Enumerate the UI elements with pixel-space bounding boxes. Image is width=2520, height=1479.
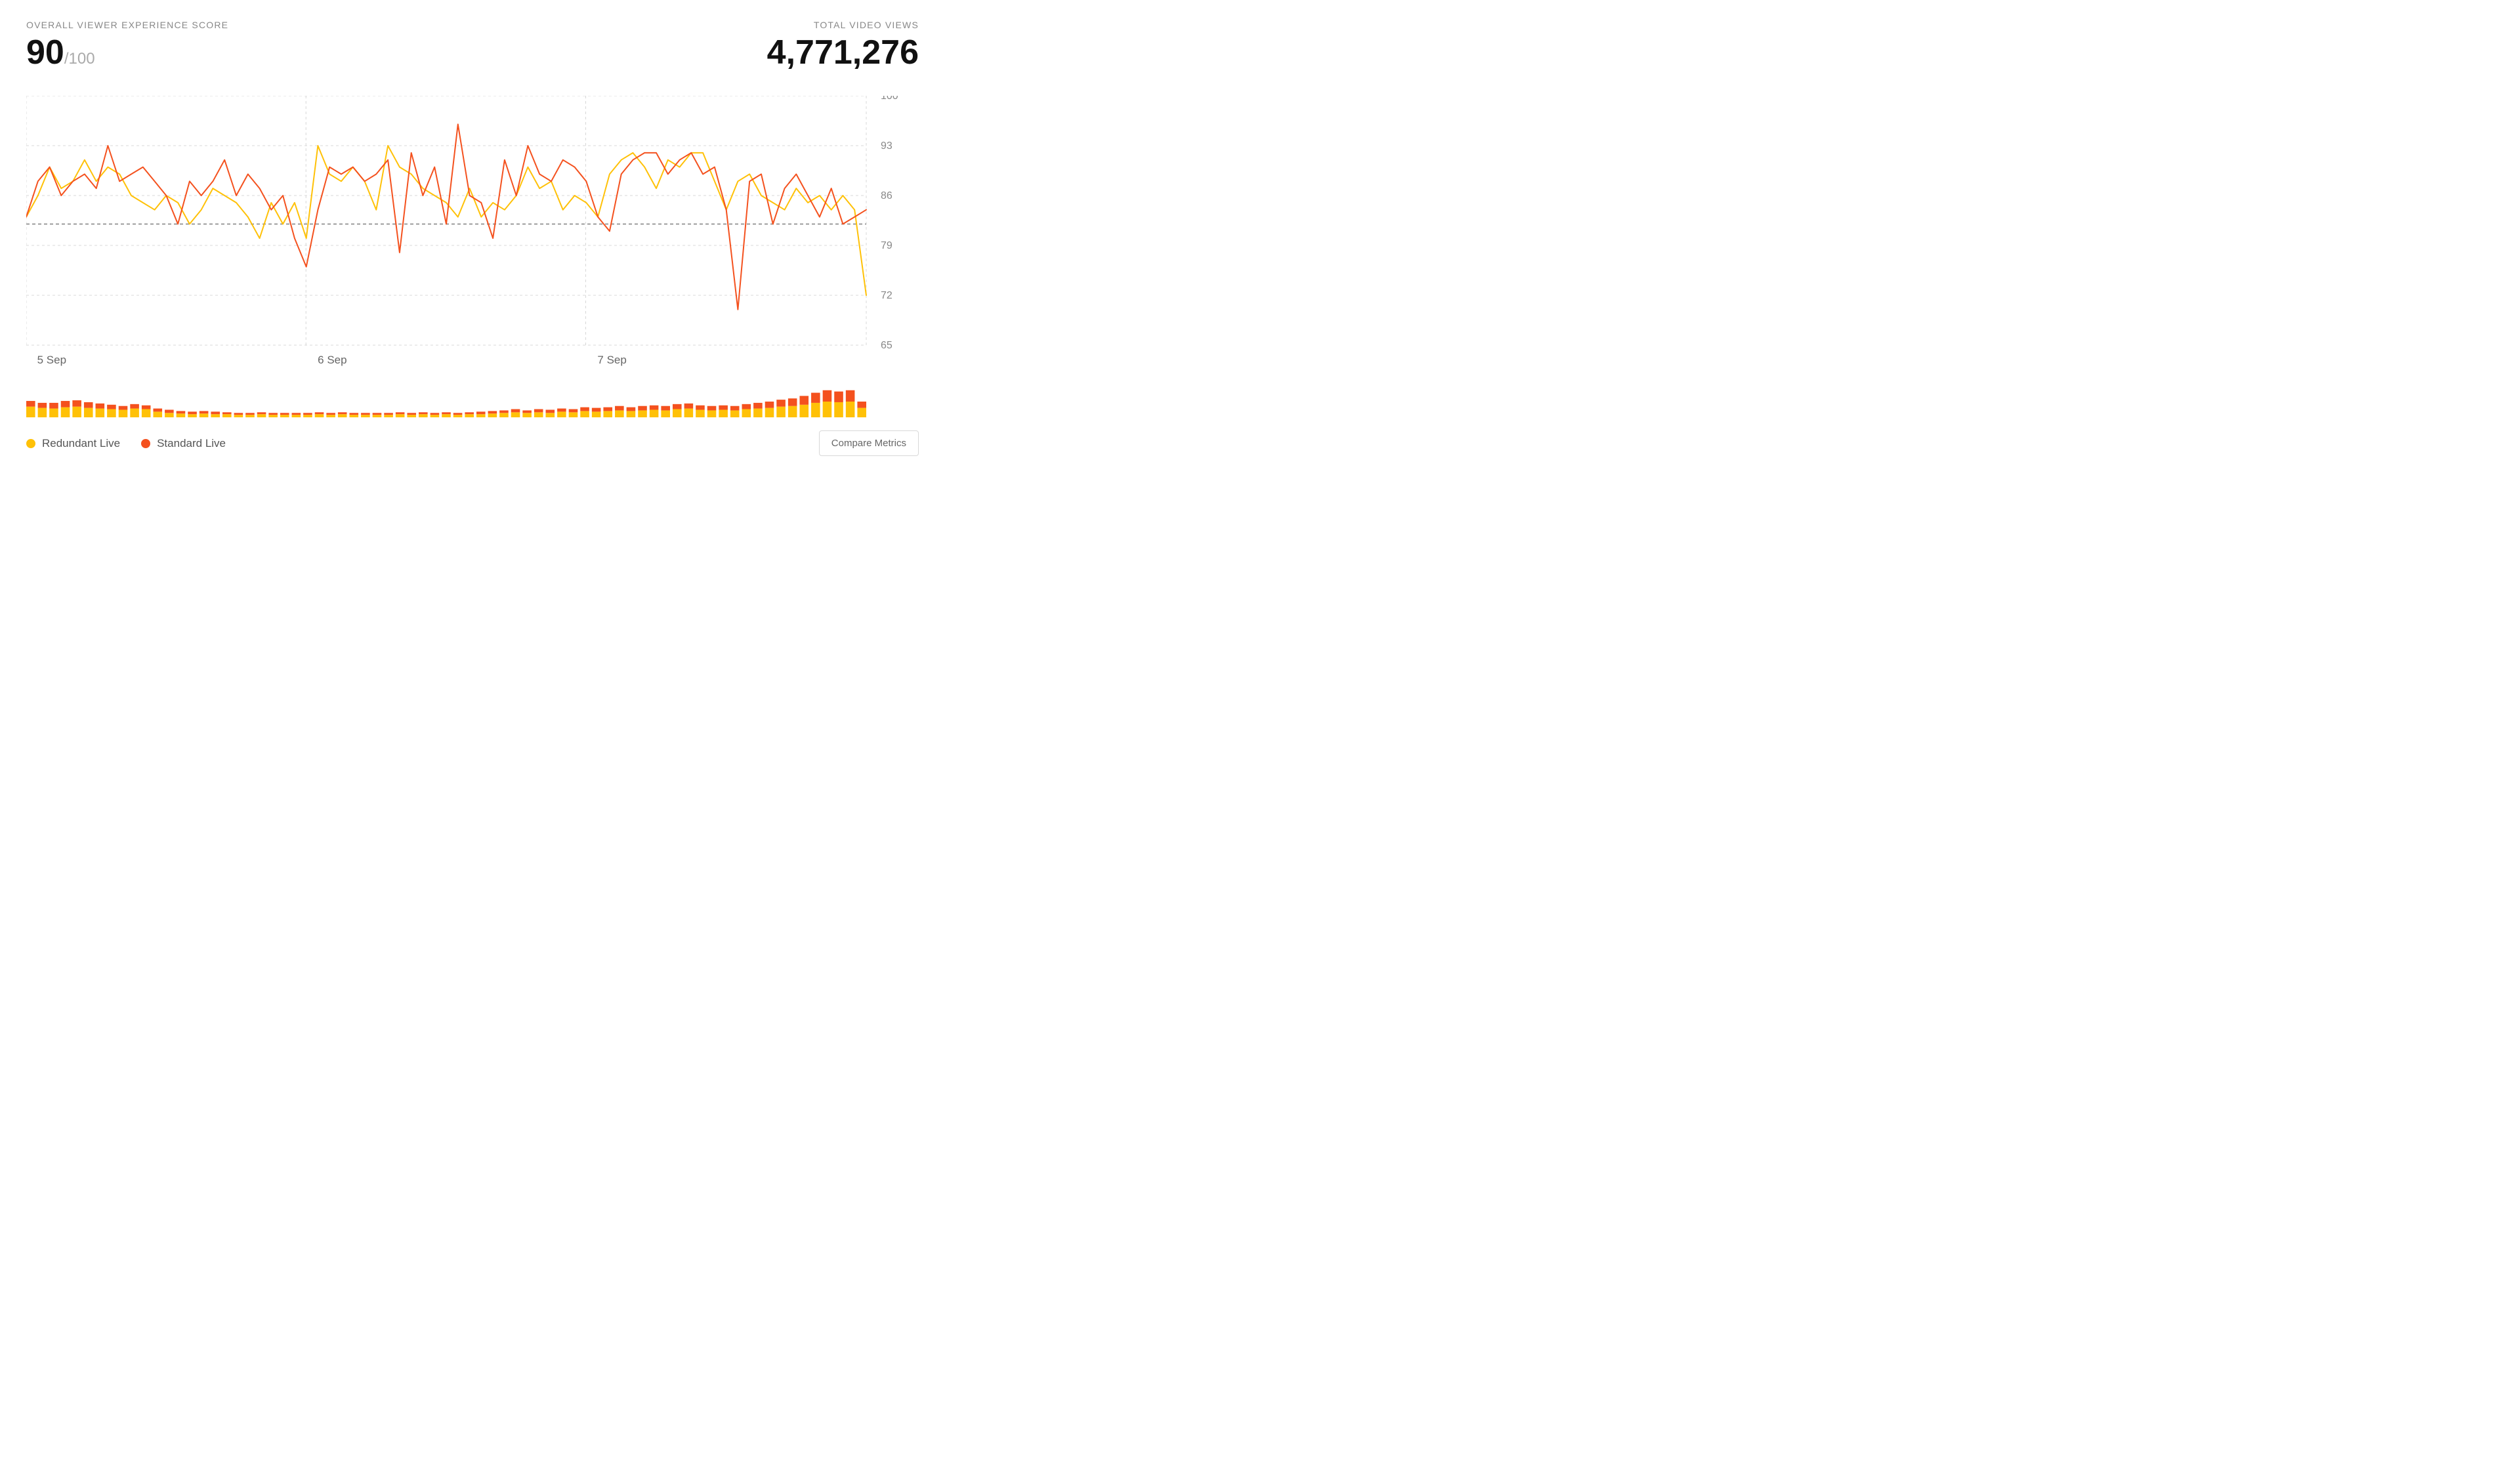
legend-dot-standard-icon	[141, 439, 150, 448]
footer-row: Redundant Live Standard Live Compare Met…	[26, 430, 919, 456]
legend-label-redundant: Redundant Live	[42, 437, 120, 450]
score-block: OVERALL VIEWER EXPERIENCE SCORE 90/100	[26, 20, 228, 70]
svg-text:7 Sep: 7 Sep	[597, 354, 626, 366]
legend-item-redundant[interactable]: Redundant Live	[26, 437, 120, 450]
score-suffix: /100	[64, 50, 95, 68]
svg-text:6 Sep: 6 Sep	[318, 354, 346, 366]
views-label: TOTAL VIDEO VIEWS	[814, 20, 919, 30]
svg-text:100: 100	[881, 96, 898, 102]
score-label: OVERALL VIEWER EXPERIENCE SCORE	[26, 20, 228, 30]
svg-text:5 Sep: 5 Sep	[37, 354, 66, 366]
score-value: 90	[26, 33, 64, 72]
legend-item-standard[interactable]: Standard Live	[141, 437, 226, 450]
svg-text:65: 65	[881, 340, 892, 351]
views-value: 4,771,276	[767, 35, 919, 70]
main-chart: 65 72 79 86 93 100 5 Sep 6 Sep 7 Sep	[26, 96, 919, 382]
compare-metrics-button[interactable]: Compare Metrics	[819, 430, 919, 456]
legend-label-standard: Standard Live	[157, 437, 226, 450]
legend: Redundant Live Standard Live	[26, 437, 226, 450]
volume-bar-svg	[26, 386, 919, 417]
header-row: OVERALL VIEWER EXPERIENCE SCORE 90/100 T…	[26, 20, 919, 70]
svg-text:86: 86	[881, 190, 892, 201]
analytics-dashboard: OVERALL VIEWER EXPERIENCE SCORE 90/100 T…	[0, 0, 945, 476]
svg-text:93: 93	[881, 140, 892, 152]
score-value-wrap: 90/100	[26, 35, 228, 70]
svg-text:79: 79	[881, 240, 892, 251]
views-block: TOTAL VIDEO VIEWS 4,771,276	[767, 20, 919, 70]
line-chart-svg: 65 72 79 86 93 100 5 Sep 6 Sep 7 Sep	[26, 96, 919, 382]
volume-chart	[26, 386, 919, 417]
svg-text:72: 72	[881, 290, 892, 301]
legend-dot-redundant-icon	[26, 439, 35, 448]
